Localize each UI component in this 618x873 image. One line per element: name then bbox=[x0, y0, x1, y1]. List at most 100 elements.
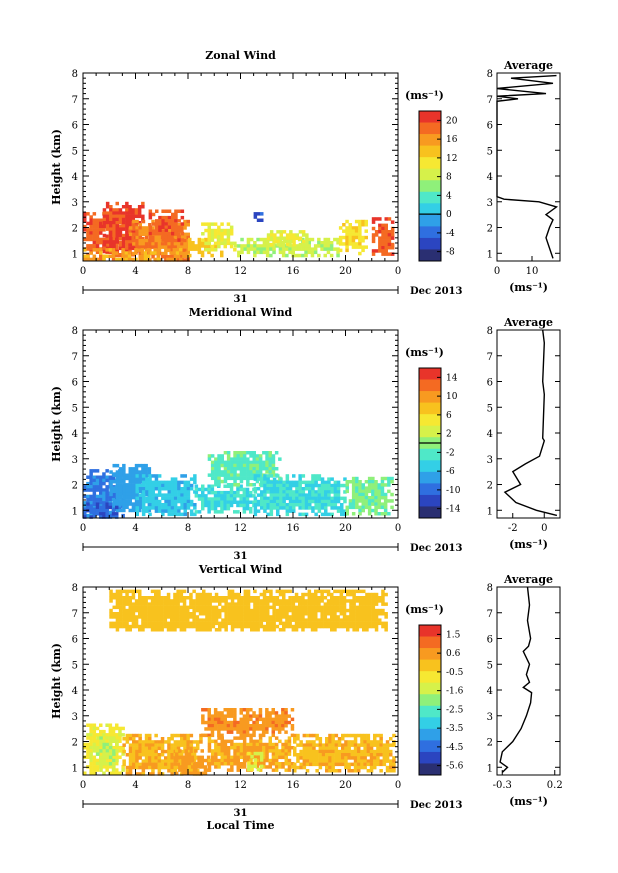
heatmap-cell bbox=[189, 753, 194, 757]
heatmap-cell bbox=[205, 592, 209, 597]
heatmap-cell bbox=[336, 237, 340, 242]
heatmap-cell bbox=[282, 602, 286, 606]
heatmap-cell bbox=[157, 235, 162, 240]
heatmap-cell bbox=[99, 481, 103, 486]
heatmap-cell bbox=[278, 762, 282, 766]
heatmap-cell bbox=[236, 736, 240, 740]
heatmap-cell bbox=[217, 711, 221, 715]
heatmap-cell bbox=[214, 618, 219, 622]
heatmap-cell bbox=[367, 502, 372, 506]
heatmap-cell bbox=[220, 454, 224, 458]
heatmap-cell bbox=[164, 255, 168, 259]
heatmap-cell bbox=[366, 759, 371, 763]
heatmap-cell bbox=[135, 219, 139, 224]
heatmap-cell bbox=[262, 618, 267, 622]
heatmap-cell bbox=[198, 599, 203, 603]
heatmap-cell bbox=[173, 762, 178, 767]
heatmap-cell bbox=[92, 768, 97, 772]
heatmap-cell bbox=[379, 740, 383, 744]
heatmap-cell bbox=[125, 599, 129, 603]
heatmap-cell bbox=[246, 463, 250, 468]
y-tick-label: 3 bbox=[72, 712, 78, 723]
heatmap-cell bbox=[189, 602, 193, 606]
heatmap-cell bbox=[118, 479, 123, 484]
heatmap-cell bbox=[313, 250, 318, 255]
heatmap-cell bbox=[207, 244, 211, 248]
heatmap-cell bbox=[156, 251, 161, 255]
heatmap-cell bbox=[122, 467, 126, 471]
heatmap-cell bbox=[284, 758, 288, 763]
heatmap-cell bbox=[330, 621, 334, 626]
heatmap-cell bbox=[324, 499, 328, 504]
heatmap-cell bbox=[233, 742, 237, 747]
heatmap-cell bbox=[157, 753, 162, 757]
heatmap-cell bbox=[389, 737, 393, 741]
heatmap-cell bbox=[320, 596, 324, 600]
heatmap-cell bbox=[111, 768, 116, 772]
heatmap-cell bbox=[167, 737, 171, 741]
heatmap-cell bbox=[115, 473, 120, 477]
heatmap-cell bbox=[118, 240, 122, 245]
heatmap-cell bbox=[89, 729, 93, 734]
heatmap-cell bbox=[328, 769, 332, 773]
heatmap-cell bbox=[173, 496, 178, 501]
heatmap-cell bbox=[144, 473, 148, 477]
heatmap-cell bbox=[298, 242, 303, 247]
heatmap-cell bbox=[262, 605, 267, 610]
heatmap-cell bbox=[233, 454, 237, 458]
heatmap-cell bbox=[164, 756, 168, 760]
heatmap-cell bbox=[122, 479, 126, 484]
heatmap-cell bbox=[128, 628, 132, 632]
heatmap-cell bbox=[128, 762, 133, 767]
heatmap-cell bbox=[233, 720, 237, 725]
heatmap-cell bbox=[358, 232, 362, 237]
heatmap-cell bbox=[173, 628, 177, 632]
heatmap-cell bbox=[141, 487, 146, 491]
heatmap-cell bbox=[337, 743, 342, 747]
heatmap-cell bbox=[220, 253, 224, 258]
heatmap-cell bbox=[187, 771, 192, 776]
heatmap-cell bbox=[230, 739, 234, 744]
heatmap-cell bbox=[109, 470, 113, 474]
heatmap-cell bbox=[262, 247, 267, 251]
heatmap-cell bbox=[181, 765, 185, 769]
heatmap-cell bbox=[148, 762, 152, 767]
heatmap-cell bbox=[317, 253, 321, 258]
heatmap-cell bbox=[210, 484, 215, 488]
heatmap-cell bbox=[189, 746, 194, 751]
heatmap-cell bbox=[164, 225, 169, 229]
heatmap-cell bbox=[128, 479, 132, 484]
heatmap-cell bbox=[160, 602, 164, 606]
heatmap-cell bbox=[115, 463, 120, 468]
heatmap-cell bbox=[355, 505, 359, 510]
heatmap-cell bbox=[325, 756, 329, 760]
heatmap-cell bbox=[144, 746, 149, 751]
heatmap-cell bbox=[164, 251, 168, 256]
heatmap-cell bbox=[111, 508, 116, 513]
heatmap-cell bbox=[298, 512, 302, 517]
heatmap-cell bbox=[281, 765, 285, 769]
heatmap-cell bbox=[343, 483, 347, 488]
heatmap-cell bbox=[317, 483, 322, 488]
heatmap-cell bbox=[253, 599, 257, 603]
heatmap-cell bbox=[353, 746, 358, 751]
heatmap-cell bbox=[365, 605, 369, 610]
heatmap-cell bbox=[125, 243, 129, 247]
heatmap-cell bbox=[105, 488, 109, 492]
heatmap-cell bbox=[266, 512, 270, 517]
heatmap-cell bbox=[131, 246, 135, 251]
heatmap-cell bbox=[331, 743, 335, 747]
heatmap-cell bbox=[288, 608, 292, 613]
heatmap-cell bbox=[312, 743, 316, 747]
heatmap-cell bbox=[374, 233, 379, 237]
heatmap-cell bbox=[144, 621, 148, 626]
heatmap-cell bbox=[141, 509, 146, 513]
heatmap-cell bbox=[115, 752, 119, 756]
heatmap-cell bbox=[255, 463, 260, 468]
heatmap-cell bbox=[207, 250, 211, 255]
heatmap-cell bbox=[198, 602, 203, 606]
heatmap-cell bbox=[314, 589, 318, 594]
heatmap-cell bbox=[336, 509, 341, 513]
heatmap-cell bbox=[279, 499, 283, 504]
heatmap-cell bbox=[95, 237, 100, 242]
